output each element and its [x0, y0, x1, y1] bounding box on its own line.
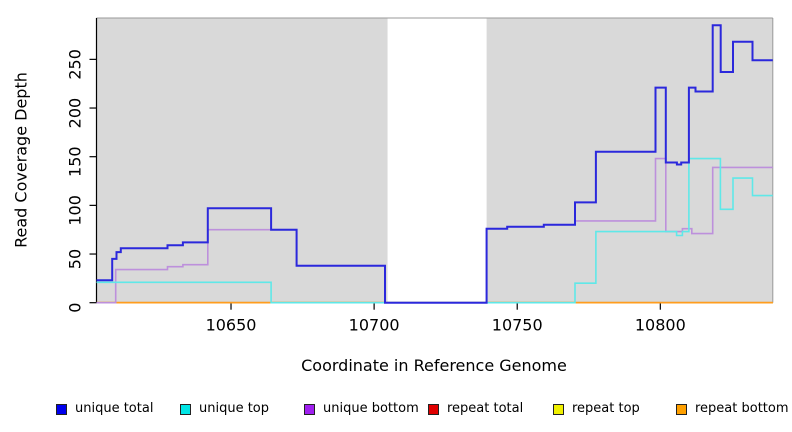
svg-text:100: 100: [66, 195, 85, 226]
svg-text:10750: 10750: [492, 316, 543, 335]
svg-text:50: 50: [66, 249, 85, 269]
svg-text:250: 250: [66, 49, 85, 80]
svg-text:10800: 10800: [635, 316, 686, 335]
x-axis-title: Coordinate in Reference Genome: [301, 356, 567, 375]
svg-text:10650: 10650: [206, 316, 257, 335]
y-axis-title: Read Coverage Depth: [11, 72, 31, 248]
svg-text:150: 150: [66, 146, 85, 177]
svg-text:0: 0: [66, 303, 85, 313]
svg-text:10700: 10700: [349, 316, 400, 335]
svg-text:200: 200: [66, 98, 85, 129]
